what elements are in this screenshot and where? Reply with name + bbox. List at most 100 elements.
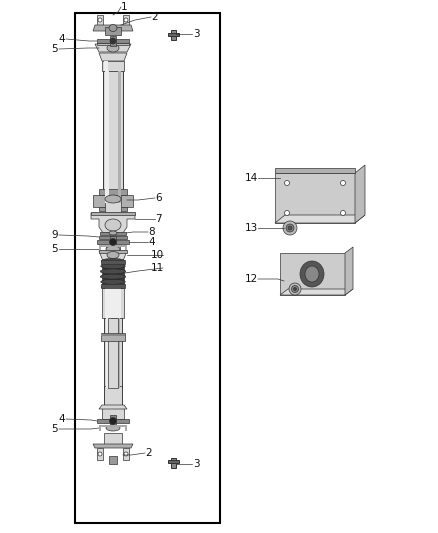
Text: 4: 4 (58, 34, 65, 44)
Bar (105, 288, 121, 318)
Bar (99, 207, 127, 211)
Ellipse shape (292, 286, 299, 293)
Bar (106, 246, 120, 252)
Bar (91, 212, 135, 215)
Ellipse shape (285, 211, 290, 215)
Polygon shape (275, 215, 365, 223)
Bar (99, 189, 127, 195)
Ellipse shape (300, 261, 324, 287)
Bar (101, 334, 125, 336)
Bar (101, 260, 125, 264)
Ellipse shape (105, 195, 121, 203)
Text: 14: 14 (245, 173, 258, 183)
Text: 12: 12 (245, 274, 258, 284)
Polygon shape (280, 289, 353, 295)
Bar (110, 236, 116, 248)
Ellipse shape (101, 279, 125, 284)
Bar (100, 231, 126, 235)
Bar (97, 39, 129, 43)
Ellipse shape (101, 264, 125, 269)
Text: 2: 2 (151, 12, 158, 22)
Text: 6: 6 (155, 193, 162, 203)
Ellipse shape (124, 452, 128, 456)
Ellipse shape (98, 18, 102, 22)
Ellipse shape (100, 274, 126, 279)
Ellipse shape (107, 252, 119, 259)
Bar (102, 405, 124, 419)
Text: 9: 9 (51, 230, 58, 240)
Ellipse shape (293, 287, 297, 290)
Polygon shape (93, 25, 133, 31)
Ellipse shape (286, 224, 294, 232)
Text: 5: 5 (51, 44, 58, 54)
Bar (105, 71, 109, 203)
Ellipse shape (106, 246, 120, 252)
Polygon shape (123, 15, 129, 25)
Polygon shape (280, 253, 345, 295)
Polygon shape (99, 405, 127, 409)
Polygon shape (97, 15, 103, 25)
Ellipse shape (110, 417, 117, 424)
Text: 8: 8 (148, 227, 155, 237)
Text: 13: 13 (245, 223, 258, 233)
Bar (102, 61, 124, 71)
Text: 3: 3 (193, 29, 200, 39)
Ellipse shape (305, 266, 319, 282)
Text: 7: 7 (155, 214, 162, 224)
Text: 3: 3 (193, 459, 200, 469)
Ellipse shape (124, 18, 128, 22)
Bar (105, 195, 121, 215)
Bar (101, 284, 125, 288)
Bar (102, 288, 124, 318)
Ellipse shape (289, 283, 301, 295)
Bar (104, 61, 108, 71)
Bar (105, 27, 121, 35)
Ellipse shape (101, 259, 125, 263)
Bar (168, 460, 179, 463)
Bar (125, 425, 127, 431)
Bar (99, 250, 127, 253)
Bar (168, 33, 179, 36)
Text: 10: 10 (151, 250, 164, 260)
Ellipse shape (283, 221, 297, 235)
Polygon shape (97, 448, 103, 460)
Ellipse shape (288, 226, 292, 230)
Ellipse shape (340, 181, 346, 185)
Bar (108, 318, 118, 388)
Bar (109, 456, 117, 464)
Bar (171, 458, 176, 468)
Bar (101, 333, 125, 341)
Text: 11: 11 (151, 263, 164, 273)
Bar (110, 415, 116, 427)
Text: 4: 4 (58, 414, 65, 424)
Polygon shape (275, 173, 355, 223)
Polygon shape (355, 165, 365, 223)
Ellipse shape (340, 211, 346, 215)
Bar (97, 240, 129, 244)
Polygon shape (99, 251, 127, 261)
Polygon shape (95, 44, 131, 52)
Text: 2: 2 (145, 448, 152, 458)
Bar (106, 318, 111, 388)
Ellipse shape (101, 285, 125, 289)
Ellipse shape (105, 219, 121, 231)
Ellipse shape (110, 238, 117, 246)
Bar (117, 318, 120, 388)
Ellipse shape (285, 181, 290, 185)
Bar (99, 245, 127, 247)
Text: 1: 1 (121, 2, 127, 12)
Bar (104, 318, 122, 388)
Text: 5: 5 (51, 244, 58, 254)
Bar (97, 43, 129, 45)
Bar (93, 195, 133, 207)
Ellipse shape (110, 38, 116, 44)
Bar (110, 36, 116, 46)
Bar (171, 30, 176, 40)
Bar (99, 425, 101, 431)
Bar (102, 261, 124, 287)
Bar (275, 168, 355, 173)
Bar (99, 236, 127, 238)
Ellipse shape (109, 25, 117, 31)
Bar (125, 246, 127, 252)
Ellipse shape (107, 44, 119, 52)
